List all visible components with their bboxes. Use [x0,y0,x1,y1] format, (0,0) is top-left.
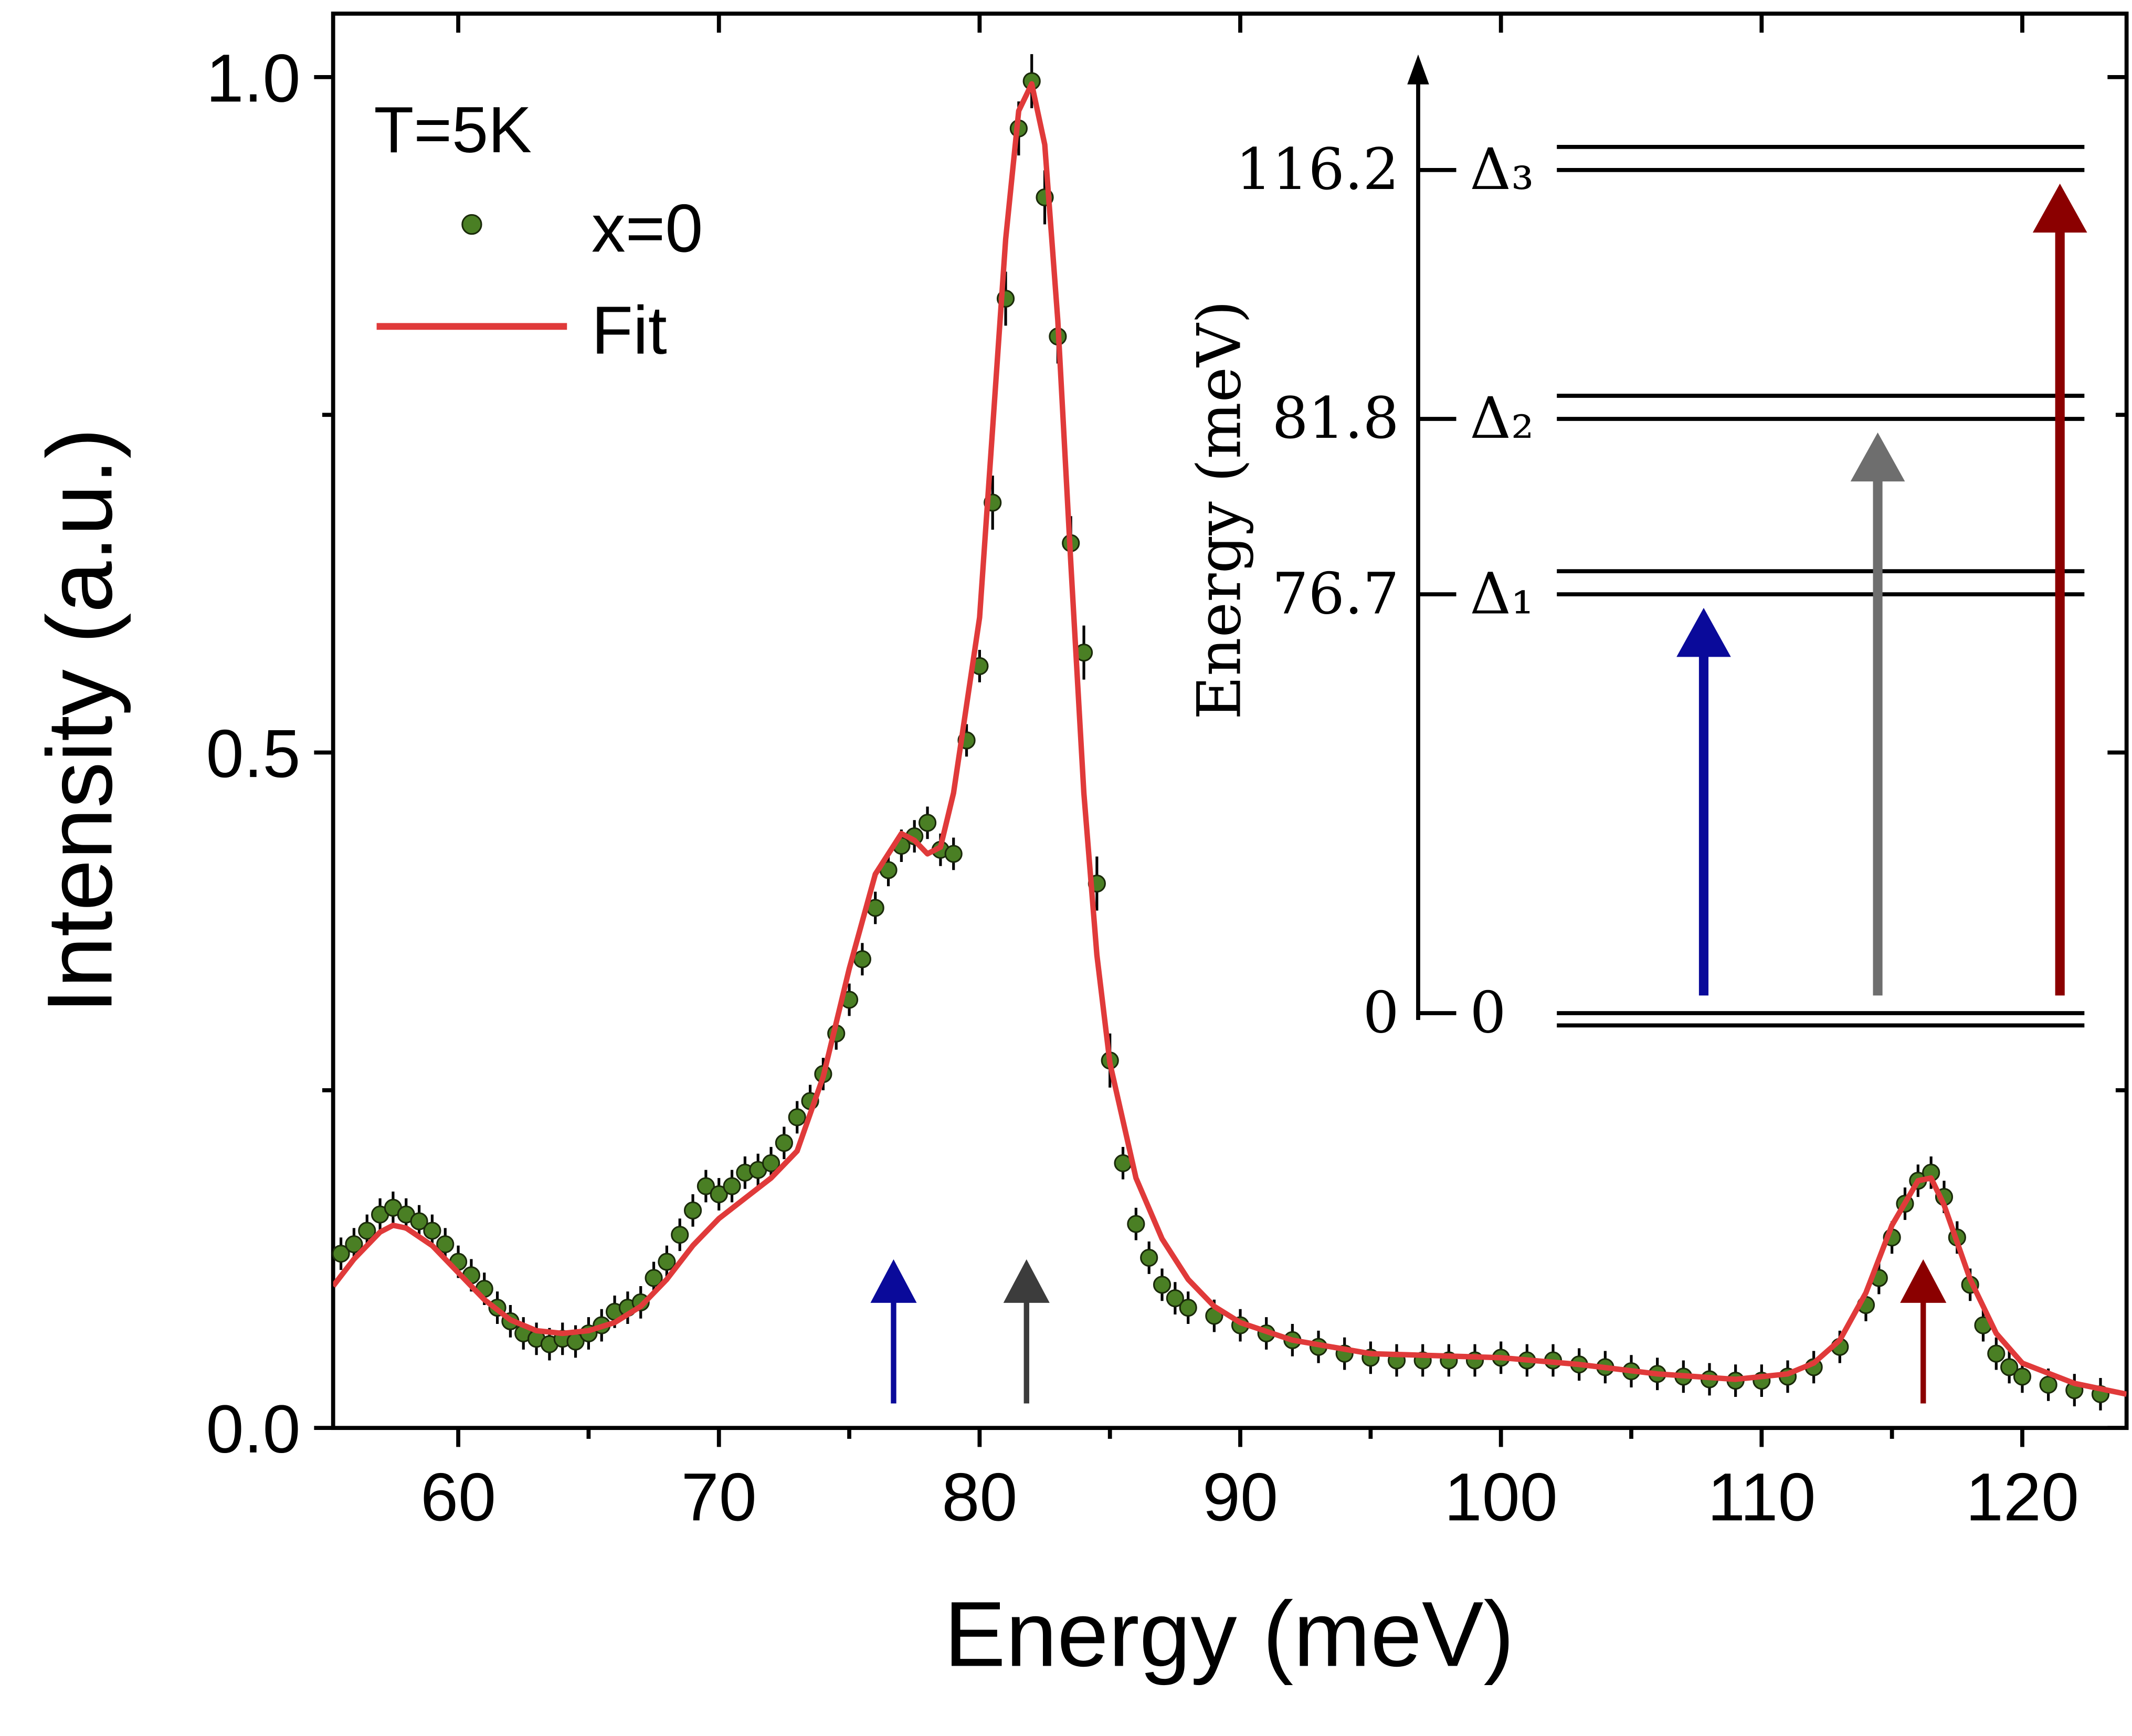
inset-level-label: 0 [1470,979,1506,1046]
transition-arrow [870,1259,917,1404]
data-point [410,1212,428,1230]
inset-arrow-head [1850,432,1905,482]
plot-frame [331,12,2129,1430]
y-axis-label: Intensity (a.u.) [28,428,131,1014]
data-point [645,1269,663,1287]
data-point [1127,1215,1145,1233]
inset-arrow [2032,183,2087,996]
y-tick-label: 1.0 [206,41,300,117]
data-point [1987,1344,2006,1363]
annotation: T=5K [374,93,532,166]
x-tick-label: 120 [1966,1459,2079,1535]
data-point [918,814,937,832]
data-point [788,1108,806,1127]
inset-level-label: Δ₂ [1470,385,1534,451]
data-point [671,1226,689,1244]
data-point [723,1177,741,1195]
inset-level-label: Δ₃ [1470,136,1534,203]
data-point [423,1222,441,1240]
transition-arrow-head [1900,1259,1947,1303]
y-tick-label: 0.5 [206,716,300,792]
data-point [345,1235,363,1254]
inset-tick-label: 116.2 [1236,136,1399,203]
x-tick-label: 90 [1202,1459,1278,1535]
inset-arrow-head [2032,183,2087,233]
transition-arrow [1003,1259,1050,1404]
data-point [775,1134,793,1152]
inset-tick-label: 0 [1363,979,1399,1046]
y-tick-label: 0.0 [206,1392,300,1467]
x-tick-label: 70 [681,1459,757,1535]
data-point [1179,1299,1197,1317]
inset-y-label: Energy (meV) [1185,300,1254,720]
data-point [683,1201,702,1219]
data-point [762,1154,780,1172]
data-point [358,1222,376,1240]
data-point [332,1245,350,1263]
x-tick-label: 80 [942,1459,1017,1535]
inset-arrow-head [1676,608,1731,657]
data-point [944,845,963,863]
data-point [2039,1375,2057,1394]
data-point [1140,1248,1158,1267]
inset-axis-head [1407,54,1429,85]
x-axis-label: Energy (meV) [944,1583,1515,1686]
data-point [1166,1289,1184,1308]
inset-tick-label: 76.7 [1272,560,1399,627]
inset-tick-label: 81.8 [1272,385,1399,451]
legend-label: x=0 [592,191,703,266]
data-point [696,1177,715,1195]
data-point [658,1253,676,1271]
data-point [2000,1358,2019,1376]
x-tick-label: 100 [1444,1459,1558,1535]
data-point [710,1185,728,1204]
transition-arrow [1900,1259,1947,1404]
legend-label: Fit [592,293,667,369]
data-point [436,1235,455,1254]
data-point [1153,1276,1171,1294]
legend-marker [461,214,482,235]
data-point [2013,1367,2032,1386]
fit-line [333,81,2127,1397]
x-tick-label: 110 [1707,1459,1816,1535]
x-tick-label: 60 [420,1459,496,1535]
data-point [853,950,871,969]
transition-arrow-head [870,1259,917,1303]
transition-arrow-head [1003,1259,1050,1303]
inset-arrow [1676,608,1731,996]
inset-level-label: Δ₁ [1470,560,1534,627]
inset-arrow [1850,432,1905,996]
